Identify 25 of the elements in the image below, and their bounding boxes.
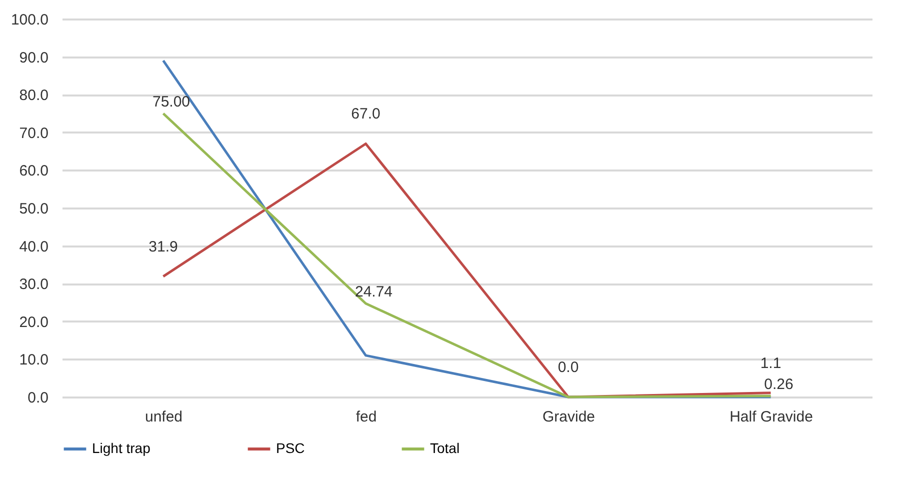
legend-label: Light trap xyxy=(92,440,151,456)
y-tick-label: 60.0 xyxy=(19,162,48,180)
data-label: 0.0 xyxy=(558,359,579,376)
legend-label: PSC xyxy=(276,440,305,456)
y-tick-label: 90.0 xyxy=(19,49,48,66)
y-tick-label: 20.0 xyxy=(19,314,48,331)
y-tick-label: 10.0 xyxy=(19,352,48,369)
y-tick-label: 0.0 xyxy=(28,390,48,406)
data-label: 1.1 xyxy=(760,354,782,372)
x-tick-label: unfed xyxy=(144,408,183,426)
legend-label: Total xyxy=(430,440,460,456)
y-tick-label: 40.0 xyxy=(19,238,48,256)
x-tick-label: Half Gravide xyxy=(730,408,813,426)
y-tick-label: 70.0 xyxy=(19,124,48,142)
data-label: 75.00 xyxy=(152,94,190,110)
data-label: 0.26 xyxy=(764,376,794,394)
y-tick-label: 30.0 xyxy=(19,276,48,294)
x-tick-label: Gravide xyxy=(542,408,596,426)
data-label: 24.74 xyxy=(354,283,393,300)
x-tick-label: fed xyxy=(356,408,377,426)
y-tick-label: 100.0 xyxy=(10,12,48,28)
y-tick-label: 50.0 xyxy=(19,200,48,218)
data-label: 67.0 xyxy=(351,106,380,123)
y-tick-label: 80.0 xyxy=(19,87,48,104)
data-label: 31.9 xyxy=(148,238,178,256)
